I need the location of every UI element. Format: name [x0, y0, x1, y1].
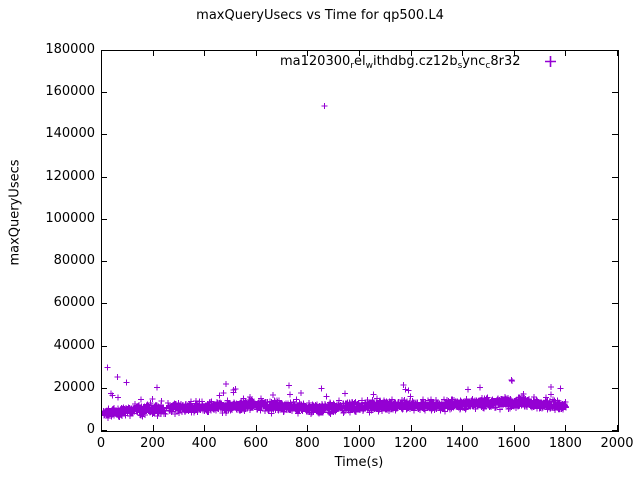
- y-tick-mark: [101, 134, 107, 136]
- y-tick-mark-right: [612, 261, 618, 263]
- y-tick-mark: [101, 50, 107, 51]
- y-tick-label: 60000: [53, 295, 95, 311]
- y-tick-label: 120000: [45, 168, 95, 184]
- y-tick-mark-right: [612, 430, 618, 431]
- x-tick-label: 400: [191, 436, 217, 451]
- y-tick-mark-right: [612, 92, 618, 94]
- x-tick-label: 1200: [394, 436, 428, 451]
- x-tick-mark-top: [617, 50, 618, 56]
- y-tick-mark-right: [612, 50, 618, 51]
- y-tick-label: 0: [86, 422, 95, 437]
- y-tick-mark: [101, 218, 107, 220]
- x-tick-mark: [617, 425, 618, 431]
- x-tick-mark-top: [462, 50, 464, 56]
- y-tick-mark-right: [612, 134, 618, 136]
- legend-series-label: ma120300relwithdbg.cz12bsyncc8r32: [280, 53, 521, 71]
- y-tick-mark: [101, 345, 107, 347]
- x-tick-label: 1000: [342, 436, 376, 451]
- x-tick-mark-top: [204, 50, 206, 56]
- y-tick-mark-right: [612, 387, 618, 389]
- x-tick-mark-top: [307, 50, 309, 56]
- y-tick-mark-right: [612, 345, 618, 347]
- y-tick-label: 100000: [45, 210, 95, 226]
- x-tick-mark-top: [410, 50, 412, 56]
- x-tick-mark-top: [101, 50, 102, 56]
- x-tick-mark-top: [513, 50, 515, 56]
- x-tick-mark: [152, 425, 154, 431]
- y-tick-label: 80000: [53, 253, 95, 269]
- y-tick-mark: [101, 303, 107, 305]
- y-tick-label: 160000: [45, 84, 95, 100]
- legend: ma120300relwithdbg.cz12bsyncc8r32: [280, 50, 581, 72]
- x-tick-mark: [359, 425, 360, 431]
- x-tick-label: 0: [96, 436, 106, 451]
- plot-area: [101, 50, 619, 432]
- x-tick-mark-top: [359, 50, 360, 56]
- y-tick-mark: [101, 92, 107, 94]
- y-tick-mark-right: [612, 218, 618, 220]
- x-tick-mark-top: [255, 50, 257, 56]
- x-tick-label: 800: [294, 436, 320, 451]
- y-tick-mark: [101, 387, 107, 389]
- x-tick-label: 2000: [600, 436, 634, 451]
- x-tick-mark: [204, 425, 206, 431]
- x-tick-mark: [462, 425, 464, 431]
- y-tick-mark: [101, 261, 107, 263]
- x-tick-mark: [513, 425, 515, 431]
- x-tick-mark-top: [565, 50, 567, 56]
- y-tick-label: 40000: [53, 337, 95, 353]
- x-tick-label: 1800: [548, 436, 582, 451]
- y-tick-label: 20000: [53, 379, 95, 395]
- x-tick-label: 200: [140, 436, 166, 451]
- y-axis-title: maxQueryUsecs: [7, 159, 23, 266]
- x-tick-mark: [565, 425, 567, 431]
- x-axis-title: Time(s): [334, 455, 384, 470]
- page-title: maxQueryUsecs vs Time for qp500.L4: [196, 8, 444, 23]
- x-tick-mark-top: [152, 50, 154, 56]
- y-tick-mark: [101, 430, 107, 431]
- y-tick-label: 140000: [45, 126, 95, 142]
- x-tick-label: 600: [243, 436, 269, 451]
- legend-marker-plus-icon: [521, 55, 581, 68]
- x-tick-mark: [410, 425, 412, 431]
- x-tick-mark: [307, 425, 309, 431]
- x-tick-label: 1600: [497, 436, 531, 451]
- y-tick-label: 180000: [45, 42, 95, 57]
- scatter-plot-canvas: [102, 102, 570, 422]
- y-tick-mark-right: [612, 176, 618, 178]
- x-tick-label: 1400: [445, 436, 479, 451]
- x-tick-mark: [255, 425, 257, 431]
- x-tick-mark: [101, 425, 102, 431]
- y-tick-mark: [101, 176, 107, 178]
- y-tick-mark-right: [612, 303, 618, 305]
